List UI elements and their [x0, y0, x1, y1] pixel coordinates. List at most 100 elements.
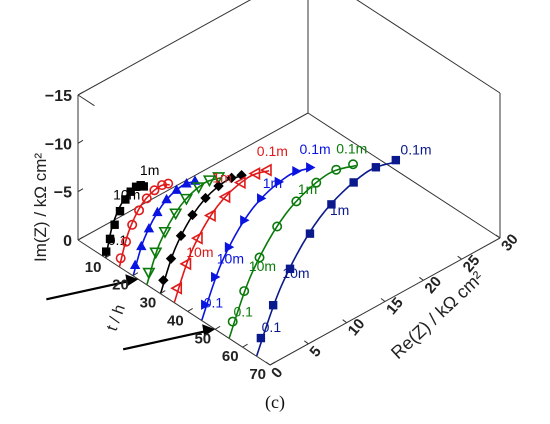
data-point-filled-square	[110, 220, 119, 229]
depth-axis-label: t / h	[104, 302, 129, 333]
series-t45: 0.1 10m 1m 0.1m	[201, 141, 331, 321]
depth-tick-label: 50	[194, 330, 211, 347]
data-point-filled-square	[139, 182, 148, 191]
re-tick-mark	[457, 255, 462, 260]
data-point-filled-square	[349, 178, 358, 187]
data-point-filled-diamond	[158, 275, 169, 286]
data-point-open-circle	[115, 253, 126, 264]
depth-tick-label: 20	[112, 277, 129, 294]
data-point-open-triangle-left	[179, 257, 192, 271]
data-point-open-triangle-down	[192, 182, 206, 195]
data-point-filled-square	[131, 182, 141, 191]
data-point-open-triangle-left	[248, 166, 261, 181]
vertical-tick-mark	[77, 139, 84, 144]
fit-line	[228, 164, 357, 339]
re-tick-mark	[380, 298, 386, 302]
arrow-head	[125, 274, 139, 287]
data-point-open-circle	[239, 286, 250, 297]
figure-caption: (c)	[265, 392, 285, 412]
data-point-open-circle	[254, 252, 265, 263]
data-point-open-circle	[149, 185, 160, 196]
data-point-filled-square	[126, 187, 135, 196]
data-point-filled-triangle-right	[274, 176, 285, 188]
data-point-filled-triangle-right	[292, 165, 302, 177]
re-tick-label: 5	[306, 343, 324, 360]
data-point-open-circle	[348, 159, 359, 170]
frequency-label: 0.1m	[336, 140, 367, 156]
vertical-tick-label: 0	[63, 233, 72, 250]
frequency-label: 1m	[140, 162, 159, 178]
depth-tick-mark	[187, 307, 193, 312]
data-point-filled-square	[371, 163, 381, 172]
depth-tick-label: 60	[222, 348, 239, 365]
data-point-open-circle	[311, 177, 322, 188]
re-tick-mark	[304, 340, 309, 345]
right-floor-edge	[307, 112, 501, 239]
data-point-open-triangle-left	[203, 208, 216, 223]
data-point-open-circle	[134, 205, 145, 216]
frequency-label: 0.1	[233, 303, 253, 319]
re-tick-mark	[495, 234, 501, 239]
frequency-label: 0.1m	[257, 143, 288, 159]
re-tick-label: 0	[268, 364, 286, 381]
data-point-open-triangle-left	[259, 163, 272, 177]
data-point-open-circle	[141, 193, 152, 204]
data-point-filled-triangle-up	[152, 206, 163, 217]
fit-line	[118, 183, 170, 267]
back-floor-edge	[77, 112, 309, 241]
re-tick-label: 15	[383, 294, 407, 318]
annotation-layer	[46, 274, 216, 351]
vertical-tick-mark	[77, 91, 84, 96]
back-top-edge	[77, 0, 252, 96]
data-point-open-circle	[227, 316, 238, 327]
data-point-filled-diamond	[213, 180, 224, 192]
data-point-filled-square	[391, 155, 401, 165]
arrow-head	[202, 324, 216, 337]
depth-tick-mark	[214, 325, 221, 330]
data-point-filled-triangle-up	[171, 184, 182, 194]
data-point-open-triangle-down	[149, 247, 163, 260]
depth-tick-label: 40	[167, 312, 184, 329]
data-point-filled-triangle-right	[306, 162, 316, 173]
depth-tick-mark	[269, 361, 276, 366]
frequency-label: 1m	[298, 181, 317, 197]
vertical-tick-label: −5	[54, 185, 72, 202]
data-point-filled-square	[105, 234, 115, 244]
series-t25	[142, 172, 226, 285]
vertical-tick-label: −10	[45, 136, 72, 153]
arrow-annotation	[122, 324, 216, 351]
data-point-open-circle	[163, 178, 174, 189]
data-point-filled-triangle-right	[211, 271, 221, 283]
top-left-stub-edge	[77, 94, 95, 107]
data-point-filled-square	[285, 264, 295, 274]
re-tick-label: 20	[421, 273, 445, 297]
axes-box	[77, 0, 501, 366]
data-point-filled-triangle-right	[240, 215, 250, 226]
arrow-annotation	[46, 274, 139, 301]
depth-tick-mark	[105, 254, 111, 259]
data-point-filled-square	[305, 229, 315, 238]
depth-tick-mark	[132, 272, 139, 277]
series-t35: 1m 0.1m 10m	[170, 143, 288, 303]
re-tick-label: 10	[345, 316, 369, 340]
data-point-open-triangle-down	[169, 208, 183, 221]
data-point-open-triangle-down	[212, 172, 226, 185]
series-t65: 0.1 10m 1m 0.1m	[255, 142, 432, 357]
depth-tick-mark	[242, 343, 248, 348]
data-point-filled-diamond	[187, 209, 198, 221]
arrow-shaft	[46, 280, 129, 301]
data-point-filled-square	[268, 300, 278, 310]
frequency-label: 1m	[212, 170, 231, 186]
data-point-filled-square	[256, 333, 266, 343]
arrow-shaft	[122, 330, 206, 351]
depth-axis-line	[77, 239, 271, 366]
data-point-filled-triangle-right	[257, 193, 267, 204]
data-point-open-triangle-down	[142, 267, 156, 280]
fit-line	[173, 169, 270, 303]
frequency-label: 10m	[217, 251, 244, 267]
depth-tick-mark	[160, 290, 166, 295]
